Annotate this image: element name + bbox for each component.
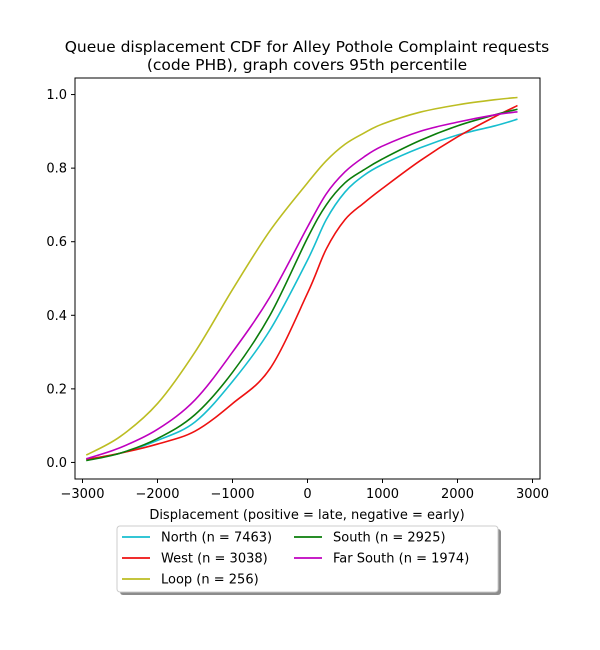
legend-items: North (n = 7463) West (n = 3038) Loop (n =… bbox=[122, 531, 469, 588]
x-tick-label: 0 bbox=[303, 487, 311, 502]
series-line-far-south bbox=[86, 111, 518, 460]
series-line-loop bbox=[85, 96, 518, 456]
legend-label-west: West (n = 3038) bbox=[161, 552, 268, 567]
y-tick-label: 0.8 bbox=[46, 162, 67, 177]
y-tick-label: 1.0 bbox=[46, 88, 67, 103]
legend-label-loop: Loop (n = 256) bbox=[161, 573, 259, 588]
x-axis-label: Displacement (positive = late, negative … bbox=[149, 508, 464, 523]
legend: North (n = 7463) West (n = 3038) Loop (n =… bbox=[116, 525, 501, 595]
plot-area-frame bbox=[74, 77, 541, 480]
series-line-west bbox=[86, 104, 518, 461]
legend-label-north: North (n = 7463) bbox=[161, 531, 272, 546]
x-tick-label: 1000 bbox=[366, 487, 399, 502]
y-axis-ticks: 0.0 0.2 0.4 0.6 0.8 1.0 bbox=[46, 88, 75, 471]
x-tick-label: −3000 bbox=[61, 487, 105, 502]
legend-label-south: South (n = 2925) bbox=[333, 531, 446, 546]
y-tick-label: 0.2 bbox=[46, 382, 67, 397]
y-tick-label: 0.4 bbox=[46, 309, 67, 324]
x-tick-label: 2000 bbox=[441, 487, 474, 502]
series-line-north bbox=[86, 118, 518, 461]
x-axis-ticks: −3000 −2000 −1000 0 1000 2000 3000 bbox=[61, 479, 549, 502]
y-tick-label: 0.0 bbox=[46, 456, 67, 471]
series-lines bbox=[85, 96, 518, 462]
legend-box bbox=[116, 525, 499, 593]
x-tick-label: −2000 bbox=[136, 487, 180, 502]
series-line-south bbox=[86, 108, 518, 462]
chart-title-line-1: Queue displacement CDF for Alley Pothole… bbox=[65, 38, 550, 56]
y-tick-label: 0.6 bbox=[46, 235, 67, 250]
chart-title-line-2: (code PHB), graph covers 95th percentile bbox=[147, 56, 467, 74]
x-tick-label: 3000 bbox=[516, 487, 549, 502]
legend-label-far-south: Far South (n = 1974) bbox=[333, 552, 469, 567]
x-tick-label: −1000 bbox=[211, 487, 255, 502]
